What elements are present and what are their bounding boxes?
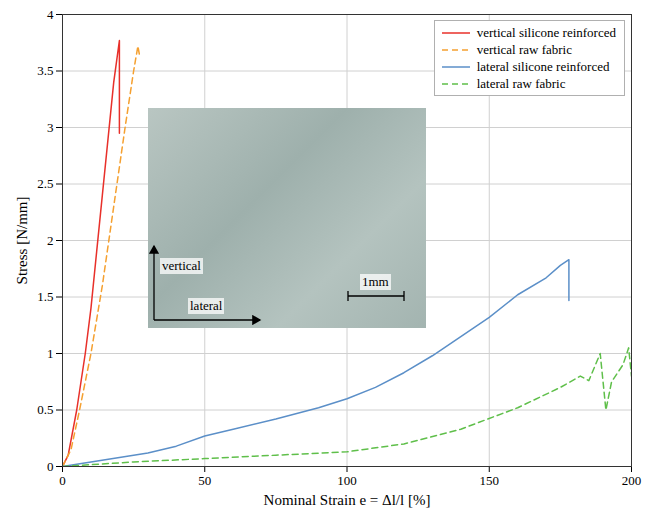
svg-text:4: 4 bbox=[47, 7, 54, 22]
svg-text:3.5: 3.5 bbox=[37, 63, 53, 78]
html-text:lateral: lateral bbox=[190, 298, 223, 313]
html-text:lateral raw fabric: lateral raw fabric bbox=[476, 76, 566, 91]
svg-text:3: 3 bbox=[47, 120, 54, 135]
svg-text:200: 200 bbox=[622, 473, 642, 488]
svg-text:Nominal Strain e = Δl/l [%]: Nominal Strain e = Δl/l [%] bbox=[264, 492, 431, 508]
svg-text:2.5: 2.5 bbox=[37, 176, 53, 191]
svg-text:150: 150 bbox=[480, 473, 500, 488]
svg-text:0: 0 bbox=[47, 459, 54, 474]
html-text:vertical silicone reinforced: vertical silicone reinforced bbox=[476, 25, 616, 40]
svg-text:1: 1 bbox=[47, 346, 54, 361]
html-text:vertical raw fabric: vertical raw fabric bbox=[476, 42, 572, 57]
svg-text:100: 100 bbox=[337, 473, 357, 488]
html-text:vertical: vertical bbox=[162, 258, 201, 273]
svg-text:1.5: 1.5 bbox=[37, 289, 53, 304]
html-text:lateral silicone reinforced: lateral silicone reinforced bbox=[476, 59, 610, 74]
svg-text:Stress [N/mm]: Stress [N/mm] bbox=[14, 197, 30, 285]
html-text:1mm: 1mm bbox=[362, 274, 389, 289]
svg-text:50: 50 bbox=[198, 473, 211, 488]
svg-text:2: 2 bbox=[47, 233, 54, 248]
svg-text:0.5: 0.5 bbox=[37, 402, 53, 417]
svg-text:0: 0 bbox=[59, 473, 66, 488]
